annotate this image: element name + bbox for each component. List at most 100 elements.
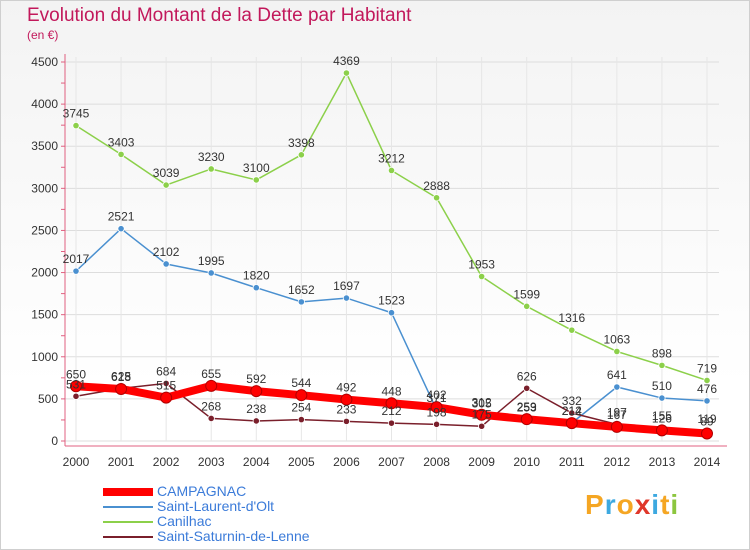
data-point xyxy=(70,380,82,393)
data-label: 510 xyxy=(652,379,672,393)
data-label: 2521 xyxy=(108,210,135,224)
data-label: 214 xyxy=(562,404,582,418)
x-tick-label: 2013 xyxy=(649,455,676,469)
data-label: 198 xyxy=(427,405,447,419)
data-point xyxy=(613,383,621,391)
data-label: 641 xyxy=(607,368,627,382)
data-point xyxy=(160,391,173,404)
logo-letter: P xyxy=(585,489,605,520)
chart-subtitle: (en €) xyxy=(27,28,59,42)
data-point xyxy=(610,420,623,433)
data-point xyxy=(703,376,711,385)
logo-letter: o xyxy=(616,489,635,520)
legend-item: Saint-Saturnin-de-Lenne xyxy=(103,529,310,544)
data-point xyxy=(117,150,125,158)
legend-label: Saint-Saturnin-de-Lenne xyxy=(157,528,310,544)
data-label: 1523 xyxy=(378,294,405,308)
data-label: 898 xyxy=(652,346,672,360)
data-point xyxy=(162,181,170,189)
data-label: 197 xyxy=(607,405,627,419)
data-point xyxy=(72,392,80,400)
data-point xyxy=(387,419,396,427)
data-label: 233 xyxy=(336,402,356,416)
data-label: 259 xyxy=(517,400,537,414)
data-point xyxy=(252,417,260,425)
data-label: 3403 xyxy=(108,135,135,149)
data-label: 476 xyxy=(697,382,717,396)
y-tick-label: 2000 xyxy=(31,266,58,280)
data-label: 119 xyxy=(697,412,716,426)
data-label: 155 xyxy=(652,409,672,423)
data-point xyxy=(568,409,576,417)
x-tick-label: 2012 xyxy=(604,455,631,469)
data-label: 312 xyxy=(472,396,492,410)
data-label: 254 xyxy=(291,401,311,415)
data-label: 1953 xyxy=(468,258,495,272)
data-label: 3398 xyxy=(288,136,315,150)
data-point xyxy=(252,176,260,184)
y-tick-label: 4500 xyxy=(31,55,58,69)
x-tick-label: 2007 xyxy=(378,455,405,469)
logo-letter: x xyxy=(634,489,652,520)
data-point xyxy=(655,424,668,437)
data-point xyxy=(478,422,486,430)
data-point xyxy=(250,385,263,398)
y-tick-label: 1000 xyxy=(31,350,58,364)
data-label: 2888 xyxy=(423,179,450,193)
data-label: 626 xyxy=(517,369,537,383)
y-tick-label: 4000 xyxy=(31,97,58,111)
data-point xyxy=(72,267,80,275)
x-tick-label: 2000 xyxy=(63,455,90,469)
data-label: 448 xyxy=(381,384,401,398)
data-label: 402 xyxy=(427,388,447,402)
data-point xyxy=(207,165,215,173)
legend-label: Saint-Laurent-d'Olt xyxy=(157,498,275,514)
legend-item: Saint-Laurent-d'Olt xyxy=(103,499,310,514)
y-tick-label: 2500 xyxy=(31,223,58,237)
data-point xyxy=(432,420,441,428)
legend-swatch xyxy=(103,535,153,538)
data-label: 212 xyxy=(381,404,401,418)
data-label: 126 xyxy=(652,411,672,425)
logo-letter: i xyxy=(670,489,680,520)
data-label: 268 xyxy=(201,399,221,413)
data-point xyxy=(117,225,125,233)
data-label: 4369 xyxy=(333,54,360,68)
x-tick-label: 2008 xyxy=(423,455,450,469)
x-tick-label: 2006 xyxy=(333,455,360,469)
legend-label: Canilhac xyxy=(157,513,212,529)
data-label: 3100 xyxy=(243,161,270,175)
data-point xyxy=(520,413,533,426)
data-point xyxy=(162,260,170,268)
data-point xyxy=(340,393,353,406)
y-tick-label: 500 xyxy=(38,392,58,406)
data-label: 531 xyxy=(66,377,86,391)
proxiti-logo: Proxiti xyxy=(585,489,679,521)
chart-title: Evolution du Montant de la Dette par Hab… xyxy=(27,5,412,26)
logo-letter: t xyxy=(660,489,671,520)
data-label: 492 xyxy=(336,381,356,395)
data-point xyxy=(385,397,398,410)
legend: CAMPAGNAC Saint-Laurent-d'Olt Canilhac Sain… xyxy=(103,484,310,544)
data-point xyxy=(295,389,308,402)
data-label: 655 xyxy=(201,367,221,381)
data-label: 3039 xyxy=(153,166,180,180)
data-point xyxy=(342,294,351,302)
data-label: 332 xyxy=(562,394,582,408)
data-point xyxy=(207,414,215,423)
legend-swatch xyxy=(103,505,153,508)
y-tick-label: 3500 xyxy=(31,139,58,153)
x-tick-label: 2011 xyxy=(559,455,585,469)
data-point xyxy=(162,379,170,387)
data-label: 371 xyxy=(427,391,447,405)
data-point xyxy=(703,397,711,405)
x-tick-label: 2014 xyxy=(694,455,721,469)
data-label: 650 xyxy=(66,367,86,381)
data-point xyxy=(613,347,621,356)
data-label: 2102 xyxy=(153,245,180,259)
data-point xyxy=(430,401,443,414)
data-label: 618 xyxy=(111,370,131,384)
data-label: 212 xyxy=(562,404,582,418)
